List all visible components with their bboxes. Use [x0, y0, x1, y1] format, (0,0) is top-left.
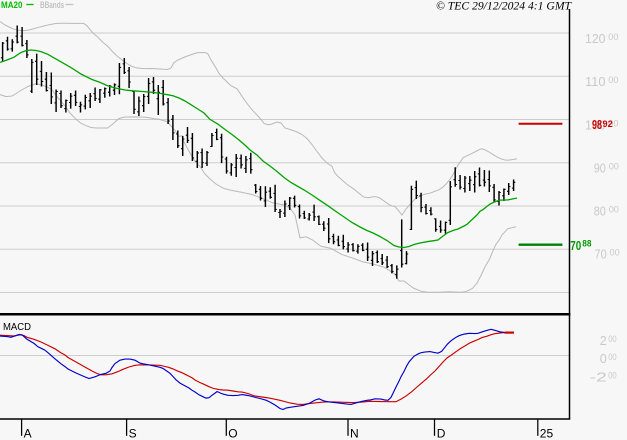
- svg-text:S: S: [129, 426, 137, 440]
- svg-text:N: N: [350, 426, 359, 440]
- svg-text:MA20: MA20: [1, 0, 23, 10]
- svg-text:7088: 7088: [570, 239, 591, 253]
- svg-text:MACD: MACD: [3, 321, 31, 333]
- svg-text:BBands: BBands: [40, 0, 64, 10]
- svg-text:© TEC 29/12/2024 4:1 GMT: © TEC 29/12/2024 4:1 GMT: [436, 1, 573, 13]
- svg-text:-200: -200: [590, 371, 617, 385]
- svg-text:000: 000: [600, 352, 617, 366]
- svg-text:A: A: [24, 426, 32, 440]
- svg-text:200: 200: [600, 334, 617, 348]
- svg-text:9892: 9892: [592, 118, 613, 132]
- svg-text:D: D: [437, 426, 446, 440]
- svg-text:25: 25: [540, 426, 554, 440]
- svg-text:O: O: [228, 426, 237, 440]
